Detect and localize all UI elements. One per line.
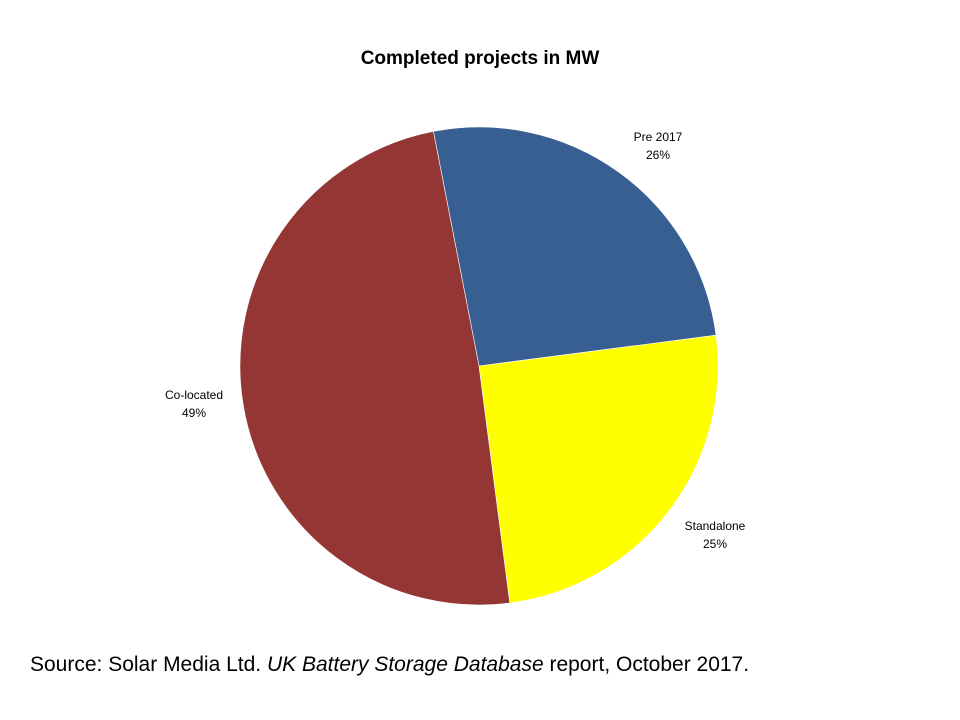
source-suffix: report, October 2017. [543,653,750,676]
slice-label-value: 25% [702,537,728,551]
source-publication: UK Battery Storage Database [266,653,544,676]
slice-label-co-located: Co-located 49% [134,386,254,422]
source-note: Source: Solar Media Ltd. UK Battery Stor… [30,653,749,677]
slice-label-pre-2017: Pre 2017 26% [598,128,718,164]
pie-slice-pre-2017 [433,126,717,367]
source-prefix: Source: Solar Media Ltd. [30,653,267,676]
pie-slice-co-located [239,131,511,606]
slice-label-name: Pre 2017 [633,130,683,144]
slice-label-name: Co-located [164,388,224,402]
slice-label-value: 49% [181,406,207,420]
slice-label-name: Standalone [684,519,746,533]
slice-label-value: 26% [645,148,671,162]
chart-title: Completed projects in MW [360,48,600,69]
slice-label-standalone: Standalone 25% [655,517,775,553]
pie-slice-standalone [478,334,719,604]
